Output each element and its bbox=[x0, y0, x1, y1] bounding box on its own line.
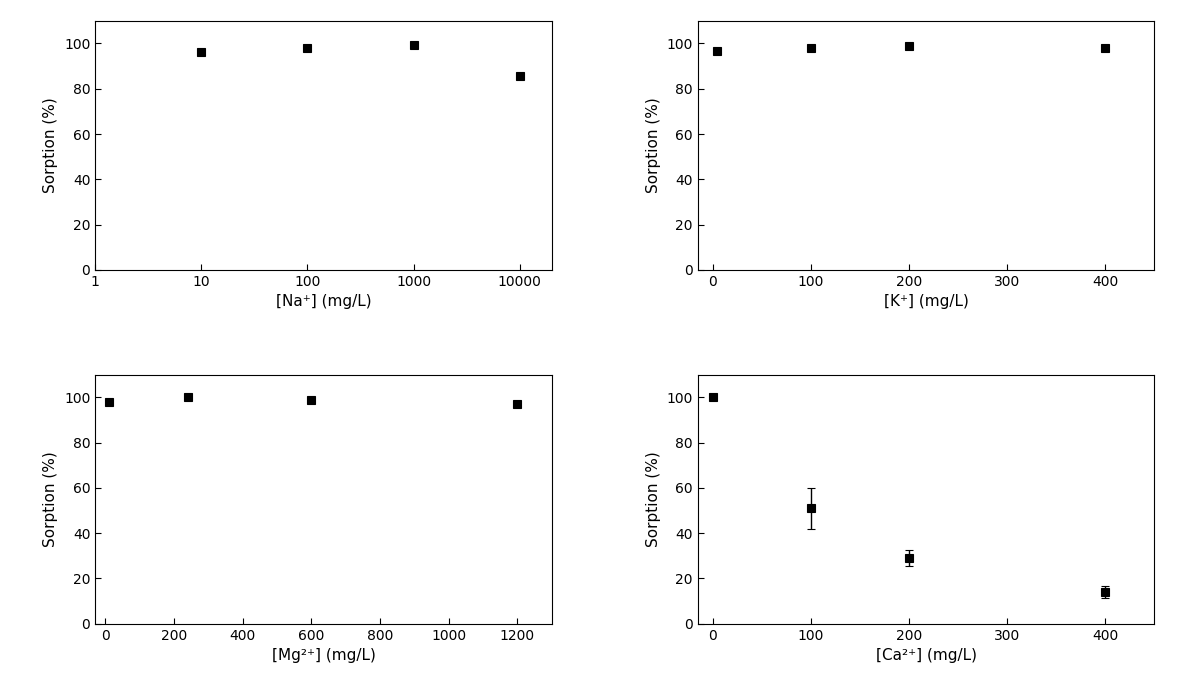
Y-axis label: Sorption (%): Sorption (%) bbox=[43, 451, 58, 547]
X-axis label: [Na⁺] (mg/L): [Na⁺] (mg/L) bbox=[276, 295, 371, 309]
X-axis label: [K⁺] (mg/L): [K⁺] (mg/L) bbox=[884, 295, 969, 309]
X-axis label: [Ca²⁺] (mg/L): [Ca²⁺] (mg/L) bbox=[876, 648, 977, 663]
Y-axis label: Sorption (%): Sorption (%) bbox=[646, 98, 660, 193]
Y-axis label: Sorption (%): Sorption (%) bbox=[646, 451, 660, 547]
X-axis label: [Mg²⁺] (mg/L): [Mg²⁺] (mg/L) bbox=[271, 648, 375, 663]
Y-axis label: Sorption (%): Sorption (%) bbox=[43, 98, 58, 193]
